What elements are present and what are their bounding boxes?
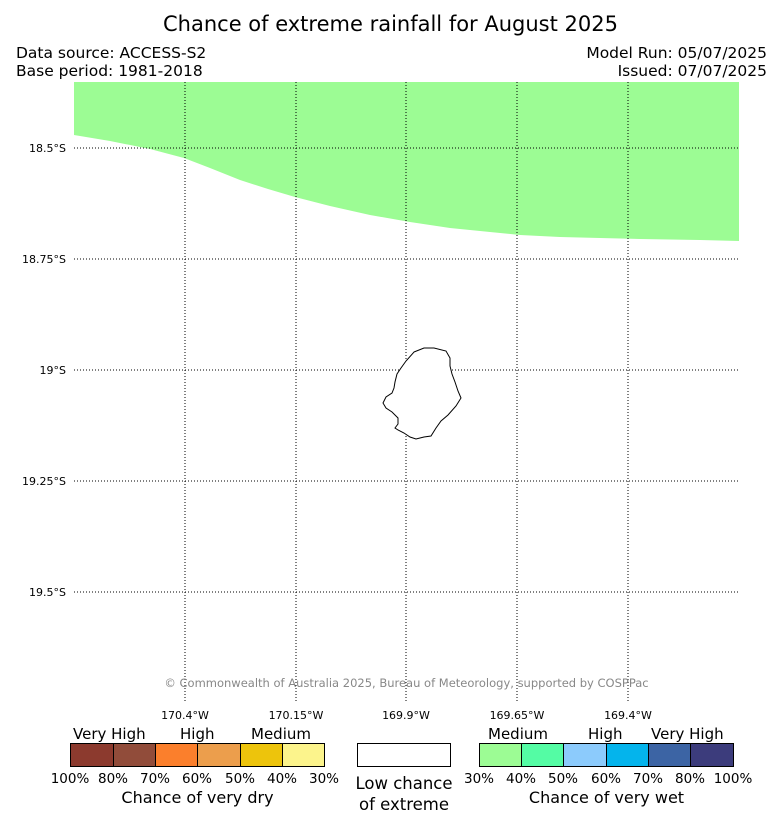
wet-percent: 60% [590,771,621,787]
dry-swatch [197,743,241,767]
wet-percent: 40% [505,771,536,787]
model-run: Model Run: 05/07/2025 [586,44,767,62]
dry-percent: 100% [50,771,90,787]
dry-percent: 40% [266,771,297,787]
wet-category-high: High [588,725,623,743]
lon-label: 169.65°W [489,709,545,722]
copyright-notice: © Commonwealth of Australia 2025, Bureau… [164,676,649,690]
dry-percent: 30% [308,771,339,787]
lat-label: 19°S [39,364,66,377]
lon-label: 170.15°W [268,709,324,722]
issued-date: Issued: 07/07/2025 [617,62,767,80]
dry-percent: 50% [224,771,255,787]
dry-category-very-high: Very High [73,725,146,743]
wet-category-very-high: Very High [651,725,724,743]
low-chance-line2: of extreme [358,795,450,814]
data-source: Data source: ACCESS-S2 [16,44,207,62]
dry-legend-title: Chance of very dry [121,788,274,807]
dry-percent: 70% [139,771,170,787]
niue-island [382,347,462,440]
lat-label: 18.75°S [22,253,66,266]
dry-swatch [70,743,114,767]
wet-percent: 70% [632,771,663,787]
dry-swatch [240,743,283,767]
low-chance-swatch [357,743,451,767]
wet-swatch [690,743,734,767]
lat-label: 19.25°S [22,475,66,488]
base-period: Base period: 1981-2018 [16,62,203,80]
wet-swatch [521,743,564,767]
lat-label: 19.5°S [29,586,66,599]
wet-percent: 50% [547,771,578,787]
dry-percent: 60% [181,771,212,787]
dry-swatch [155,743,198,767]
wet-percent: 80% [674,771,705,787]
wet-percent: 100% [713,771,753,787]
dry-swatch [282,743,325,767]
wet-region [74,82,739,241]
dry-swatch [113,743,156,767]
wet-percent: 30% [463,771,494,787]
dry-category-high: High [180,725,215,743]
wet-swatch [563,743,607,767]
lon-label: 169.4°W [604,709,652,722]
dry-percent: 80% [97,771,128,787]
low-chance-line1: Low chance [355,774,453,793]
lon-label: 169.9°W [382,709,430,722]
lat-label: 18.5°S [29,142,66,155]
wet-swatch [648,743,691,767]
dry-category-medium: Medium [251,725,311,743]
wet-category-medium: Medium [488,725,548,743]
lon-label: 170.4°W [161,709,209,722]
wet-legend-title: Chance of very wet [528,788,685,807]
map-title: Chance of extreme rainfall for August 20… [163,12,618,36]
wet-swatch [606,743,649,767]
wet-swatch [479,743,522,767]
